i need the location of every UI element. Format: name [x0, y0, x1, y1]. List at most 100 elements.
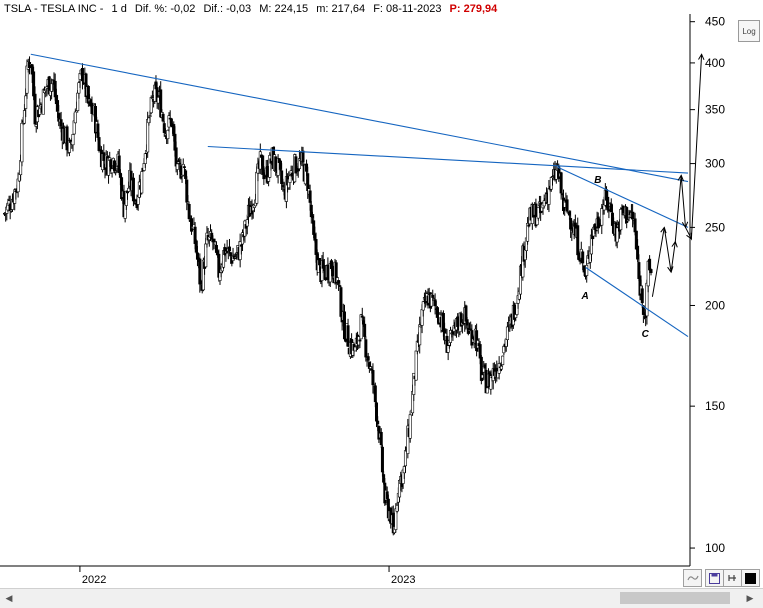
pin-button[interactable] — [723, 569, 742, 587]
candle-body — [606, 196, 610, 211]
projection-arrowhead — [698, 53, 705, 60]
chart-type-button[interactable] — [683, 569, 702, 587]
pin-icon — [728, 574, 736, 581]
candle-body — [500, 365, 504, 370]
candle-body — [339, 287, 343, 317]
y-tick-label: 150 — [705, 399, 725, 413]
candle-body — [73, 111, 77, 124]
candle-body — [80, 68, 84, 82]
candle-body — [526, 223, 530, 242]
period-label: 1 d — [111, 3, 127, 15]
candle-body — [131, 177, 135, 202]
candle-body — [308, 190, 312, 203]
candle-body — [364, 339, 368, 358]
candle-body — [201, 259, 205, 291]
candle-body — [112, 160, 116, 171]
trendline — [557, 166, 689, 228]
candle-body — [120, 177, 124, 200]
candle-body — [360, 315, 364, 318]
candle-body — [585, 264, 589, 276]
candle-body — [489, 375, 493, 390]
scroll-right-icon[interactable]: ▶ — [746, 593, 754, 603]
candle-body — [421, 301, 425, 311]
projection-arrowhead — [686, 232, 692, 240]
black-square-icon — [745, 572, 756, 584]
candle-body — [505, 326, 509, 341]
scroll-thumb[interactable] — [620, 592, 730, 604]
projection-path — [651, 53, 705, 297]
projection-arrowhead — [671, 240, 678, 248]
candle-body — [576, 225, 580, 256]
log-scale-button[interactable]: Log — [738, 20, 760, 42]
max-label: M: 224,15 — [259, 3, 309, 15]
trendlines — [30, 53, 689, 338]
dif-label: Dif.: -0,03 — [203, 3, 252, 15]
candle-body — [163, 133, 167, 136]
projection-arrowhead — [667, 266, 674, 274]
candle-body — [338, 285, 342, 287]
candle-body — [318, 257, 322, 266]
candle-body — [161, 113, 165, 122]
wave-label: A — [581, 291, 589, 302]
trendline — [207, 145, 689, 174]
candle-body — [175, 163, 179, 170]
y-tick-label: 250 — [705, 220, 725, 234]
scroll-left-icon[interactable]: ◀ — [5, 593, 13, 603]
horizontal-scrollbar[interactable]: ◀ ▶ — [0, 588, 763, 608]
symbol-label: TSLA - TESLA INC - — [4, 3, 104, 15]
candle-body — [371, 370, 375, 386]
candle-body — [648, 258, 652, 271]
color-button[interactable] — [741, 569, 760, 587]
y-tick-label: 350 — [705, 103, 725, 117]
axes: 100 150 200 250 300 350 400 450 2022 2023 — [0, 14, 725, 586]
candle-body — [559, 172, 563, 194]
candle-body — [290, 172, 294, 177]
candle-body — [408, 414, 412, 439]
candle-body — [227, 246, 231, 251]
candle-body — [117, 155, 121, 174]
candle-body — [418, 324, 422, 346]
candle-body — [376, 420, 380, 425]
log-scale-label: Log — [742, 26, 756, 36]
y-tick-label: 100 — [705, 541, 725, 555]
candle-body — [594, 229, 598, 232]
candle-body — [485, 387, 489, 394]
candle-body — [140, 171, 144, 194]
candle-body — [166, 129, 170, 140]
candle-body — [565, 199, 569, 212]
projection-arrowhead — [677, 174, 684, 182]
candle-body — [615, 227, 619, 243]
candle-body — [406, 425, 410, 454]
candle-body — [403, 450, 407, 467]
candle-body — [380, 446, 384, 473]
candle-body — [640, 288, 644, 304]
candle-body — [527, 224, 531, 227]
candle-body — [359, 314, 363, 340]
min-label: m: 217,64 — [316, 3, 366, 15]
candle-body — [184, 170, 188, 179]
save-button[interactable] — [705, 569, 724, 587]
candle-body — [127, 187, 131, 192]
candle-body — [182, 166, 186, 168]
candle-body — [501, 355, 505, 365]
candle-body — [229, 252, 233, 257]
candle-body — [24, 95, 28, 109]
trendline — [30, 53, 689, 183]
y-tick-label: 200 — [705, 298, 725, 312]
price-label: P: 279,94 — [449, 3, 498, 15]
y-tick-label: 400 — [705, 56, 725, 70]
candle-body — [280, 170, 284, 185]
candle-body — [110, 168, 114, 174]
x-tick-label: 2022 — [82, 574, 106, 586]
candle-body — [633, 218, 637, 233]
y-tick-label: 300 — [705, 157, 725, 171]
scroll-track[interactable] — [18, 592, 738, 604]
projection-arrowhead — [681, 221, 689, 229]
wave-label: B — [594, 175, 601, 186]
candle-body — [162, 123, 166, 133]
x-tick-label: 2023 — [391, 574, 415, 586]
candle-body — [301, 150, 305, 163]
candle-body — [363, 323, 367, 337]
candle-body — [288, 175, 292, 183]
